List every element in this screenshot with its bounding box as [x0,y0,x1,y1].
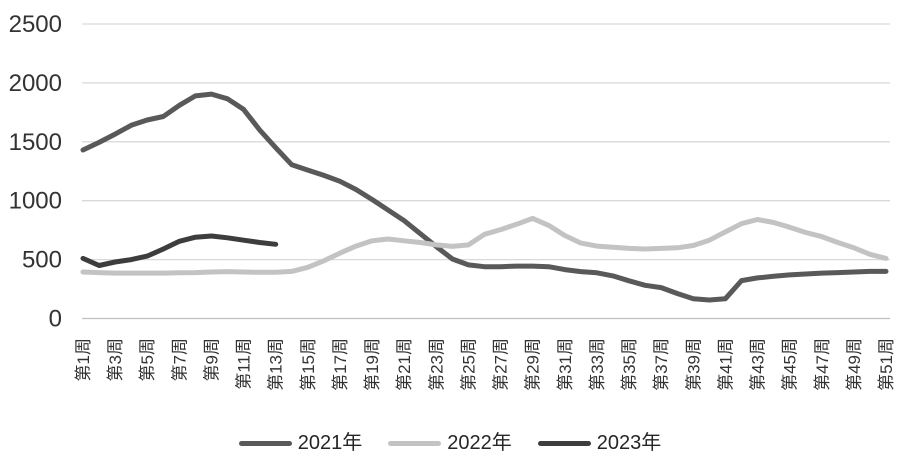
x-axis-tick-label: 第7周 [170,338,189,381]
legend-line-swatch-2022 [388,440,442,446]
x-axis-tick-label: 第33周 [588,338,607,391]
x-axis-tick-label: 第5周 [138,338,157,381]
legend-line-swatch-2021 [238,440,292,446]
legend-label-2022: 2022年 [447,432,512,454]
x-axis-tick-label: 第31周 [556,338,575,391]
x-axis-tick-label: 第25周 [459,338,478,391]
x-axis-tick-label: 第17周 [331,338,350,391]
x-axis-tick-label: 第51周 [877,338,896,391]
x-axis-tick-label: 第15周 [299,338,318,391]
legend-item-2023: 2023年 [537,432,662,454]
series-line-2021年 [80,91,889,303]
x-axis-tick-label: 第29周 [524,338,543,391]
legend-label-2023: 2023年 [596,432,662,454]
y-axis-tick-label: 500 [22,247,62,274]
x-axis-tick-label: 第11周 [235,338,254,390]
x-axis-tick-label: 第27周 [492,338,511,391]
series-line-2023年 [80,233,279,268]
x-axis-tick-label: 第49周 [845,338,864,391]
x-axis-tick-label: 第21周 [395,338,414,391]
legend-item-2022: 2022年 [388,433,512,453]
x-axis-tick-label: 第43周 [749,338,768,391]
x-axis-tick-label: 第13周 [267,338,286,391]
x-axis-tick-label: 第41周 [716,338,735,391]
y-axis-tick-label: 0 [49,306,62,333]
x-axis-tick-label: 第45周 [781,338,800,391]
y-axis-tick-label: 1000 [9,188,62,215]
x-axis-tick-label: 第35周 [620,338,639,391]
x-axis-tick-label: 第47周 [813,338,832,391]
y-axis-tick-label: 2000 [9,70,62,97]
legend-item-2021: 2021年 [238,432,363,454]
x-axis-tick-label: 第1周 [74,338,93,381]
x-axis-tick-label: 第37周 [652,338,671,391]
chart-legend: 2021年 2022年 2023年 [0,433,900,453]
y-axis-tick-label: 1500 [9,129,62,156]
line-chart-plot: 05001000150020002500第1周 第3周 第5周 第7周 第9周 第11周第… [9,11,896,391]
y-axis-tick-label: 2500 [9,11,62,38]
x-axis-tick-label: 第23周 [427,338,446,391]
series-line-2022年 [80,215,889,276]
legend-line-swatch-2023 [537,440,591,446]
x-axis-tick-label: 第39周 [684,338,703,391]
x-axis-tick-label: 第3周 [106,338,125,381]
legend-label-2021: 2021年 [297,432,363,454]
x-axis-tick-label: 第19周 [363,338,382,391]
x-axis-tick-label: 第9周 [203,338,222,381]
